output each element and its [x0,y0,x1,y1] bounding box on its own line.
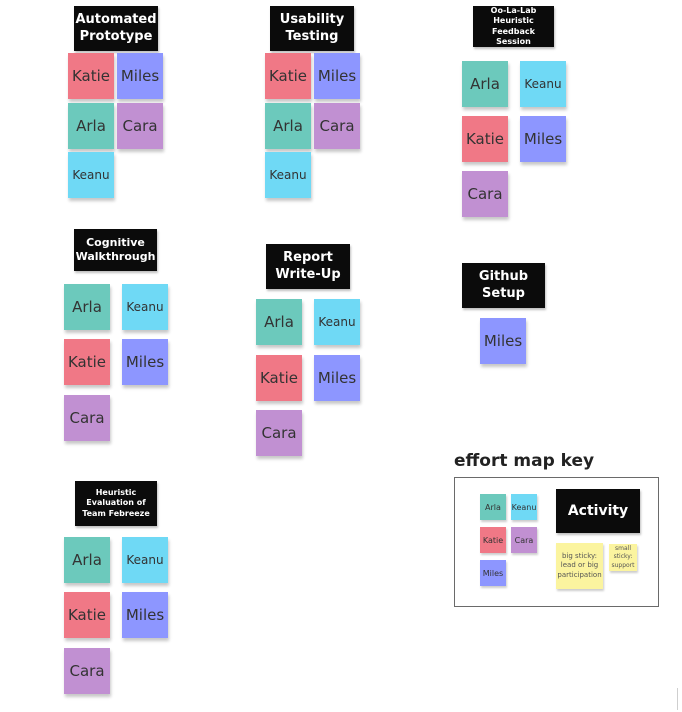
key-activity-label[interactable]: Activity [556,489,640,533]
sticky-note-cara[interactable]: Cara [64,395,110,441]
sticky-note-katie[interactable]: Katie [265,53,311,99]
sticky-note-miles[interactable]: Miles [122,339,168,385]
activity-label-github-setup[interactable]: Github Setup [462,263,545,308]
canvas-edge-divider [677,688,678,710]
sticky-note-keanu[interactable]: Keanu [68,152,114,198]
sticky-note-arla[interactable]: Arla [256,299,302,345]
activity-label-oo-la-lab-heuristic-feedback-session[interactable]: Oo-La-Lab Heuristic Feedback Session [473,6,554,47]
key-small-sticky-note[interactable]: small sticky: support [609,544,637,571]
sticky-note-cara[interactable]: Cara [462,171,508,217]
sticky-note-arla[interactable]: Arla [64,537,110,583]
sticky-note-arla[interactable]: Arla [265,103,311,149]
sticky-note-miles[interactable]: Miles [117,53,163,99]
sticky-note-cara[interactable]: Cara [314,103,360,149]
sticky-note-miles[interactable]: Miles [520,116,566,162]
sticky-note-katie[interactable]: Katie [256,355,302,401]
activity-label-cognitive-walkthrough[interactable]: Cognitive Walkthrough [74,229,157,271]
activity-label-report-write-up[interactable]: Report Write-Up [266,244,350,289]
sticky-note-arla[interactable]: Arla [68,103,114,149]
sticky-note-katie[interactable]: Katie [68,53,114,99]
sticky-note-cara[interactable]: Cara [117,103,163,149]
sticky-note-katie[interactable]: Katie [64,592,110,638]
sticky-note-keanu[interactable]: Keanu [314,299,360,345]
key-sticky-keanu[interactable]: Keanu [511,494,537,520]
key-sticky-katie[interactable]: Katie [480,527,506,553]
key-sticky-cara[interactable]: Cara [511,527,537,553]
effort-map-key-title: effort map key [454,451,595,471]
sticky-note-arla[interactable]: Arla [64,284,110,330]
sticky-note-keanu[interactable]: Keanu [520,61,566,107]
sticky-note-miles[interactable]: Miles [480,318,526,364]
activity-label-automated-prototype[interactable]: Automated Prototype [74,6,158,51]
activity-label-usability-testing[interactable]: Usability Testing [270,6,354,51]
sticky-note-keanu[interactable]: Keanu [122,284,168,330]
sticky-note-keanu[interactable]: Keanu [265,152,311,198]
key-big-sticky-note[interactable]: big sticky: lead or big participation [556,543,603,589]
key-sticky-arla[interactable]: Arla [480,494,506,520]
sticky-note-miles[interactable]: Miles [122,592,168,638]
sticky-note-cara[interactable]: Cara [256,410,302,456]
sticky-note-miles[interactable]: Miles [314,53,360,99]
sticky-note-arla[interactable]: Arla [462,61,508,107]
sticky-note-miles[interactable]: Miles [314,355,360,401]
sticky-note-katie[interactable]: Katie [64,339,110,385]
key-sticky-miles[interactable]: Miles [480,560,506,586]
activity-label-heuristic-evaluation-team-febreeze[interactable]: Heuristic Evaluation of Team Febreeze [75,481,157,526]
sticky-note-keanu[interactable]: Keanu [122,537,168,583]
sticky-note-katie[interactable]: Katie [462,116,508,162]
sticky-note-cara[interactable]: Cara [64,648,110,694]
